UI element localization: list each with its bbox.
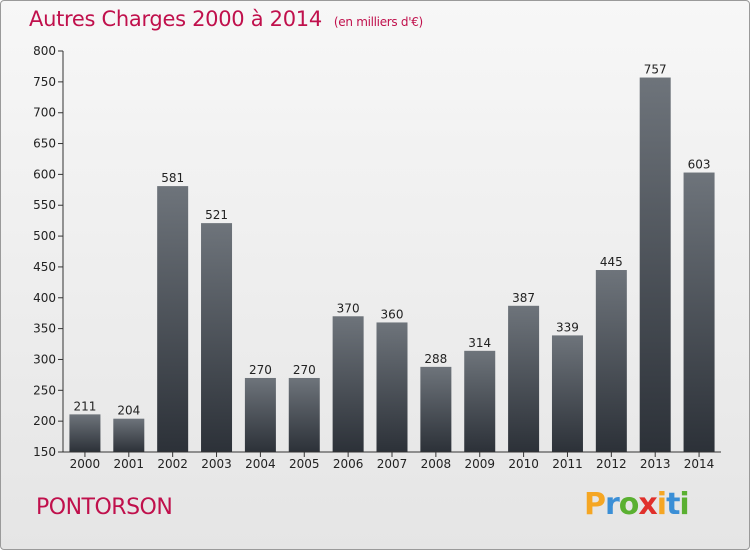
y-tick-label: 200 — [33, 414, 56, 428]
x-tick-label-2010: 2010 — [508, 457, 539, 471]
logo-letter: P — [584, 487, 606, 522]
x-tick-label-2011: 2011 — [552, 457, 583, 471]
x-tick-label-2005: 2005 — [289, 457, 320, 471]
y-tick-label: 350 — [33, 322, 56, 336]
data-label-2012: 445 — [600, 255, 623, 269]
y-tick-label: 450 — [33, 260, 56, 274]
data-label-2003: 521 — [205, 208, 228, 222]
chart-unit: (en milliers d'€) — [333, 15, 423, 29]
y-tick-label: 550 — [33, 198, 56, 212]
y-tick-label: 400 — [33, 291, 56, 305]
logo-letter: t — [666, 487, 680, 522]
data-label-2009: 314 — [468, 336, 491, 350]
y-tick-label: 750 — [33, 75, 56, 89]
bar-2013 — [639, 77, 671, 452]
bar-2002 — [157, 186, 189, 453]
bar-2001 — [113, 418, 145, 452]
bar-2006 — [332, 316, 364, 452]
bars: 211 204 581 521 270 270 370 360 288 314 387 339 445 7… — [69, 63, 715, 453]
x-axis: 2000 2001 2002 2003 2004 2005 2006 2007 2008 2009… — [63, 451, 721, 471]
y-tick-label: 700 — [33, 106, 56, 120]
y-tick-label: 300 — [33, 352, 56, 366]
proxiti-logo: Proxiti — [584, 487, 690, 522]
y-tick-label: 250 — [33, 383, 56, 397]
data-label-2013: 757 — [644, 63, 667, 77]
y-tick-label: 150 — [33, 445, 56, 459]
bar-2008 — [420, 366, 452, 452]
chart-title: Autres Charges 2000 à 2014 (en milliers d… — [29, 7, 423, 31]
data-label-2001: 204 — [117, 404, 140, 418]
y-tick-label: 800 — [33, 44, 56, 58]
y-tick-label: 650 — [33, 137, 56, 151]
chart-title-text: Autres Charges 2000 à 2014 — [29, 7, 322, 31]
x-tick-label-2012: 2012 — [596, 457, 627, 471]
logo-letter: i — [656, 487, 667, 522]
x-tick-label-2001: 2001 — [114, 457, 145, 471]
x-tick-label-2000: 2000 — [70, 457, 101, 471]
bar-2014 — [683, 172, 715, 452]
logo-letter: r — [605, 487, 620, 522]
bar-2005 — [288, 377, 320, 452]
y-axis: 150 200 250 300 350 400 450 500 550 600 650 700 750 8… — [33, 44, 64, 459]
bar-2004 — [244, 377, 276, 452]
logo-letter: x — [638, 487, 657, 522]
data-label-2005: 270 — [293, 363, 316, 377]
bar-2012 — [595, 270, 627, 452]
data-label-2006: 370 — [337, 301, 360, 315]
data-label-2004: 270 — [249, 363, 272, 377]
x-tick-label-2013: 2013 — [640, 457, 671, 471]
x-tick-label-2004: 2004 — [245, 457, 276, 471]
data-label-2000: 211 — [73, 399, 96, 413]
x-tick-label-2002: 2002 — [157, 457, 188, 471]
x-tick-label-2008: 2008 — [421, 457, 452, 471]
city-name: PONTORSON — [36, 495, 173, 520]
x-tick-label-2009: 2009 — [464, 457, 495, 471]
bar-2010 — [508, 305, 540, 452]
logo-letter: i — [679, 487, 689, 522]
logo-letter: o — [618, 487, 640, 522]
x-tick-label-2006: 2006 — [333, 457, 364, 471]
data-label-2014: 603 — [688, 158, 711, 172]
data-label-2011: 339 — [556, 320, 579, 334]
data-label-2008: 288 — [424, 352, 447, 366]
data-label-2002: 581 — [161, 171, 184, 185]
y-tick-label: 500 — [33, 229, 56, 243]
bar-2003 — [201, 223, 233, 452]
x-tick-label-2007: 2007 — [377, 457, 408, 471]
x-tick-label-2014: 2014 — [684, 457, 715, 471]
bar-2011 — [551, 335, 583, 452]
bar-2000 — [69, 414, 101, 452]
y-tick-label: 600 — [33, 167, 56, 181]
bar-2009 — [464, 350, 496, 452]
data-label-2010: 387 — [512, 291, 535, 305]
bar-2007 — [376, 322, 408, 452]
x-tick-label-2003: 2003 — [201, 457, 232, 471]
data-label-2007: 360 — [381, 307, 404, 321]
